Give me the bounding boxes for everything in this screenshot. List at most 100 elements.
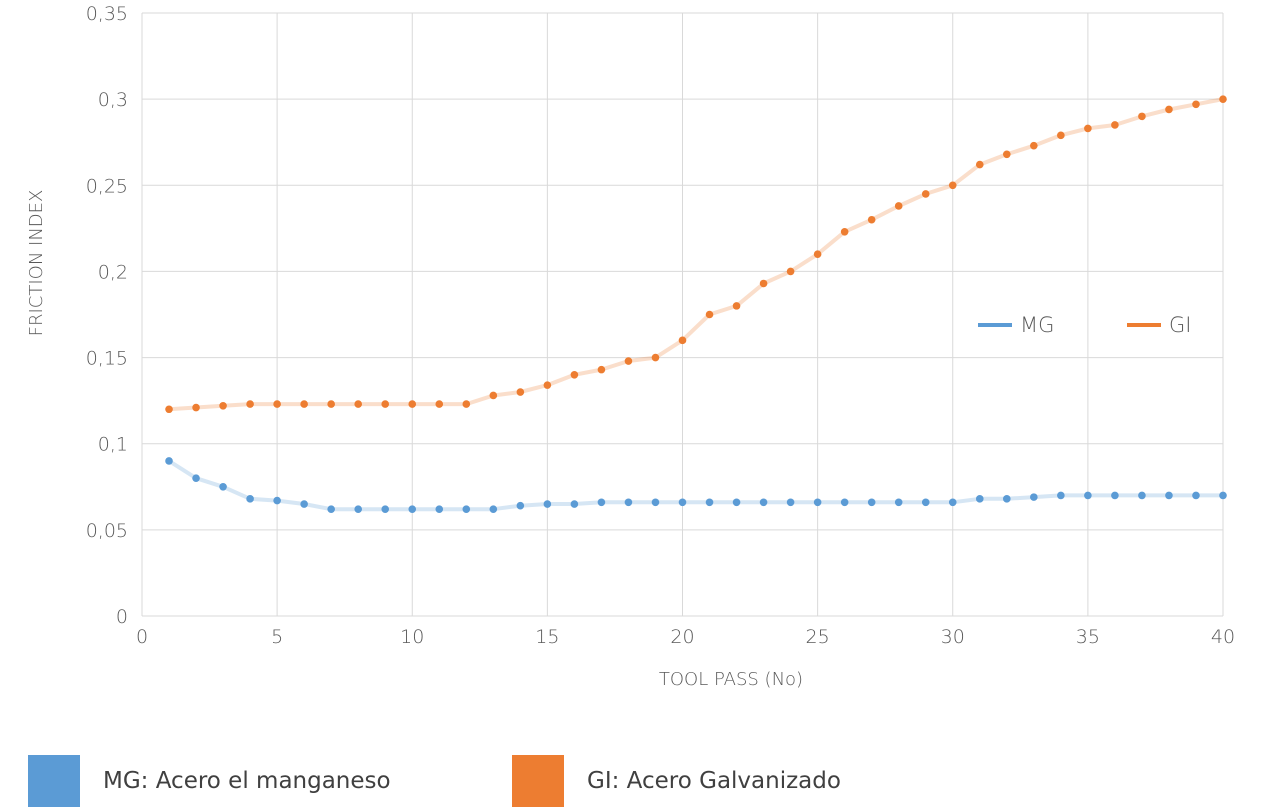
data-point-gi xyxy=(570,371,579,379)
legend-label-mg: MG xyxy=(1020,313,1054,337)
grid-lines xyxy=(141,12,1224,617)
data-point-gi xyxy=(300,400,308,408)
data-point-gi xyxy=(705,310,714,319)
data-point-mg xyxy=(705,498,714,507)
data-point-mg xyxy=(597,498,606,507)
data-point-gi xyxy=(354,400,363,408)
y-tick-label: 0,3 xyxy=(98,89,128,111)
data-point-mg xyxy=(1003,495,1011,503)
data-point-gi xyxy=(1165,105,1173,114)
data-point-gi xyxy=(1057,131,1065,140)
legend-item-mg: MG: Acero el manganeso xyxy=(28,755,391,807)
data-point-mg xyxy=(408,505,417,513)
data-point-gi xyxy=(1192,100,1200,109)
x-tick-label: 25 xyxy=(806,626,830,648)
data-point-mg xyxy=(759,498,768,507)
friction-chart: 0 0,05 0,1 0,15 0,2 0,25 0,3 0,35 0 5 10 15 20 25 30 3… xyxy=(26,3,1235,690)
legend-item-gi: GI: Acero Galvanizado xyxy=(512,755,841,807)
data-point-mg xyxy=(327,505,335,513)
data-point-mg xyxy=(1165,491,1173,500)
data-point-mg xyxy=(435,505,444,513)
data-point-gi xyxy=(219,402,227,410)
x-tick-label: 10 xyxy=(400,626,424,648)
x-axis-title: TOOL PASS (No) xyxy=(659,669,803,690)
data-point-mg xyxy=(678,498,687,507)
data-point-mg xyxy=(219,482,227,491)
data-point-mg xyxy=(624,498,633,507)
y-tick-label: 0,05 xyxy=(86,520,128,542)
data-point-mg xyxy=(462,505,471,513)
data-point-gi xyxy=(759,279,768,288)
data-point-gi xyxy=(948,181,957,190)
series-lines xyxy=(165,95,1227,513)
gi-legend-label: GI: Acero Galvanizado xyxy=(587,768,841,794)
data-point-gi xyxy=(678,336,687,345)
y-tick-label: 0,25 xyxy=(86,175,128,197)
data-point-mg xyxy=(1111,491,1119,500)
data-point-mg xyxy=(1138,491,1146,500)
data-point-mg xyxy=(246,495,254,503)
data-point-mg xyxy=(300,500,308,508)
data-point-gi xyxy=(246,400,254,408)
data-point-mg xyxy=(1219,491,1227,500)
data-point-mg xyxy=(165,457,173,465)
data-point-mg xyxy=(192,474,200,482)
y-tick-label: 0,2 xyxy=(98,261,128,283)
data-point-mg xyxy=(840,498,849,507)
data-point-mg xyxy=(1057,491,1065,500)
x-axis-tick-labels: 0 5 10 15 20 25 30 35 40 xyxy=(136,626,1235,648)
data-point-mg xyxy=(570,500,579,508)
data-point-gi xyxy=(624,357,633,365)
data-point-gi xyxy=(867,215,876,224)
legend-label-gi: GI xyxy=(1169,313,1191,337)
y-tick-label: 0,15 xyxy=(86,348,128,370)
data-point-mg xyxy=(651,498,660,507)
data-point-gi xyxy=(516,388,525,396)
data-point-gi xyxy=(786,267,795,276)
y-axis-title: FRICTION INDEX xyxy=(26,190,47,337)
y-axis-tick-labels: 0 0,05 0,1 0,15 0,2 0,25 0,3 0,35 xyxy=(86,3,128,628)
data-point-mg xyxy=(813,498,822,507)
data-point-mg xyxy=(1030,493,1038,501)
data-point-mg xyxy=(786,498,795,507)
y-tick-label: 0,1 xyxy=(98,434,128,456)
series-line-gi xyxy=(168,97,1224,412)
data-point-mg xyxy=(894,498,903,507)
data-point-mg xyxy=(921,498,930,507)
gi-color-swatch xyxy=(512,755,564,807)
y-tick-label: 0 xyxy=(116,606,128,628)
mg-color-swatch xyxy=(28,755,80,807)
x-tick-label: 15 xyxy=(535,626,559,648)
data-point-gi xyxy=(1138,112,1146,121)
chart-legend: MG GI xyxy=(978,313,1191,337)
x-tick-label: 40 xyxy=(1211,626,1235,648)
data-point-gi xyxy=(327,400,335,408)
x-tick-label: 0 xyxy=(136,626,148,648)
data-point-gi xyxy=(597,365,606,374)
data-point-mg xyxy=(1192,491,1200,500)
data-point-gi xyxy=(192,403,200,412)
data-point-gi xyxy=(1111,121,1119,129)
data-point-mg xyxy=(543,500,552,508)
data-point-mg xyxy=(975,495,984,503)
data-point-mg xyxy=(354,505,363,513)
data-point-mg xyxy=(1084,491,1092,500)
data-point-gi xyxy=(165,405,173,414)
data-point-mg xyxy=(273,496,281,505)
x-tick-label: 35 xyxy=(1076,626,1100,648)
data-point-mg xyxy=(516,501,525,510)
x-tick-label: 5 xyxy=(271,626,283,648)
y-tick-label: 0,35 xyxy=(86,3,128,25)
data-point-mg xyxy=(489,505,498,513)
data-point-mg xyxy=(948,498,957,507)
data-point-gi xyxy=(813,250,822,258)
data-point-mg xyxy=(732,498,741,507)
data-point-gi xyxy=(1219,95,1227,103)
series-line-mg xyxy=(167,459,1223,512)
data-point-gi xyxy=(840,228,849,236)
data-point-gi xyxy=(921,190,930,198)
data-point-gi xyxy=(408,400,417,408)
data-point-gi xyxy=(732,302,741,310)
data-point-gi xyxy=(1030,141,1038,150)
data-point-gi xyxy=(1003,150,1011,159)
